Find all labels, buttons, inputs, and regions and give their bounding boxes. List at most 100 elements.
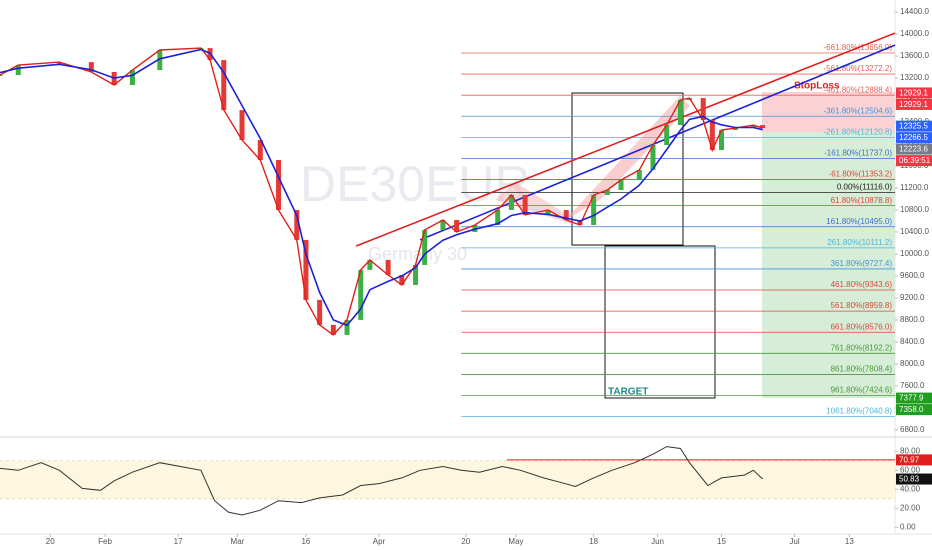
x-tick-label: May [508, 537, 523, 546]
candle [760, 125, 766, 129]
candle [664, 125, 670, 146]
price-tag [896, 132, 932, 144]
candle [257, 140, 263, 160]
x-tick-label: 17 [174, 537, 183, 546]
y-tick-label: 10000.0 [900, 249, 929, 258]
rsi-value-label: 50.83 [899, 474, 920, 483]
countdown-label: 06:39:51 [899, 156, 931, 165]
candle [129, 70, 135, 86]
candle [358, 269, 364, 320]
y-tick-label: 14400.0 [900, 7, 929, 16]
candle [344, 319, 350, 335]
price-tag [896, 87, 932, 99]
price-tag-label: 12929.1 [899, 88, 928, 97]
candle [422, 229, 428, 265]
fib-label: -261.80%(12120.8) [824, 127, 893, 136]
rsi-line [0, 446, 763, 516]
trendline [355, 32, 896, 247]
candle [577, 219, 583, 225]
fib-label: 61.80%(10878.8) [831, 196, 893, 205]
y-tick-label: 13600.0 [900, 51, 929, 60]
candle [618, 180, 624, 190]
price-tag [896, 404, 932, 416]
y-tick-label: 80.00 [900, 446, 921, 455]
candle [367, 260, 373, 270]
x-tick-label: 20 [46, 537, 55, 546]
y-tick-label: 20.00 [900, 503, 921, 512]
fib-label: -561.80%(13272.2) [824, 64, 893, 73]
fib-label: -461.80%(12888.4) [824, 85, 893, 94]
candle [0, 75, 3, 77]
x-tick-label: 20 [461, 537, 470, 546]
fib-label: 1061.80%(7040.8) [826, 407, 892, 416]
x-tick-label: Feb [98, 537, 112, 546]
candle [413, 264, 419, 285]
price-tag-label: 7377.9 [899, 393, 924, 402]
projection-box [604, 245, 716, 399]
fib-label: 461.80%(9343.6) [831, 280, 893, 289]
fib-label: 661.80%(8576.0) [831, 322, 893, 331]
y-tick-label: 11200.0 [900, 183, 929, 192]
x-tick-label: 16 [301, 537, 310, 546]
price-tag-label: 12325.5 [899, 122, 928, 131]
y-tick-label: 9600.0 [900, 271, 925, 280]
y-tick-label: 8000.0 [900, 359, 925, 368]
y-tick-label: 8400.0 [900, 337, 925, 346]
fib-label: 561.80%(8959.8) [831, 301, 893, 310]
y-tick-label: 13200.0 [900, 73, 929, 82]
candle [330, 324, 336, 335]
y-tick-label: 9200.0 [900, 293, 925, 302]
fib-label: 861.80%(7808.4) [831, 365, 893, 374]
fib-label: 361.80%(9727.4) [831, 259, 893, 268]
x-tick-label: Jul [789, 537, 799, 546]
x-tick-label: Mar [231, 537, 245, 546]
candle [454, 219, 460, 232]
candle [563, 209, 569, 220]
rsi-value-tag [896, 473, 932, 485]
candle [221, 60, 227, 111]
candle [522, 194, 528, 215]
candle [700, 98, 706, 121]
y-tick-label: 10400.0 [900, 227, 929, 236]
watermark-name: Germany 30 [368, 244, 467, 264]
candle [385, 260, 391, 275]
range-box [571, 92, 684, 246]
price-tag [896, 120, 932, 132]
candle [317, 299, 323, 325]
candle [718, 130, 724, 151]
y-tick-label: 10800.0 [900, 205, 929, 214]
y-tick-label: 14000.0 [900, 29, 929, 38]
price-tag [896, 98, 932, 110]
stoploss-label: StopLoss [794, 81, 840, 92]
fib-label: 261.80%(10111.2) [827, 238, 892, 247]
y-tick-label: 60.00 [900, 465, 921, 474]
candle [677, 100, 683, 126]
watermark-symbol: DE30EUR [300, 156, 531, 212]
x-tick-label: Jun [651, 537, 664, 546]
price-tag-label: 7358.0 [899, 405, 924, 414]
close-line [0, 47, 763, 336]
y-tick-label: 6800.0 [900, 425, 925, 434]
price-tag [896, 392, 932, 404]
x-tick-label: 18 [589, 537, 598, 546]
candle [303, 239, 309, 300]
candle [276, 159, 282, 210]
candle [495, 209, 501, 225]
candle [709, 120, 715, 151]
price-tag-label: 12223.6 [899, 145, 928, 154]
rsi-level-tag [896, 454, 932, 466]
y-tick-label: 7600.0 [900, 381, 925, 390]
moving-average [0, 48, 763, 327]
y-tick-label: 0.00 [900, 522, 916, 531]
target-label: TARGET [608, 387, 648, 398]
fib-label: -61.80%(11353.2) [829, 170, 893, 179]
candle [750, 125, 756, 129]
x-tick-label: Apr [373, 537, 386, 546]
countdown-tag [896, 155, 932, 167]
price-tag-label: 12929.1 [899, 100, 928, 109]
candle [545, 209, 551, 215]
price-tag [896, 143, 932, 155]
fib-label: 961.80%(7424.6) [831, 386, 893, 395]
